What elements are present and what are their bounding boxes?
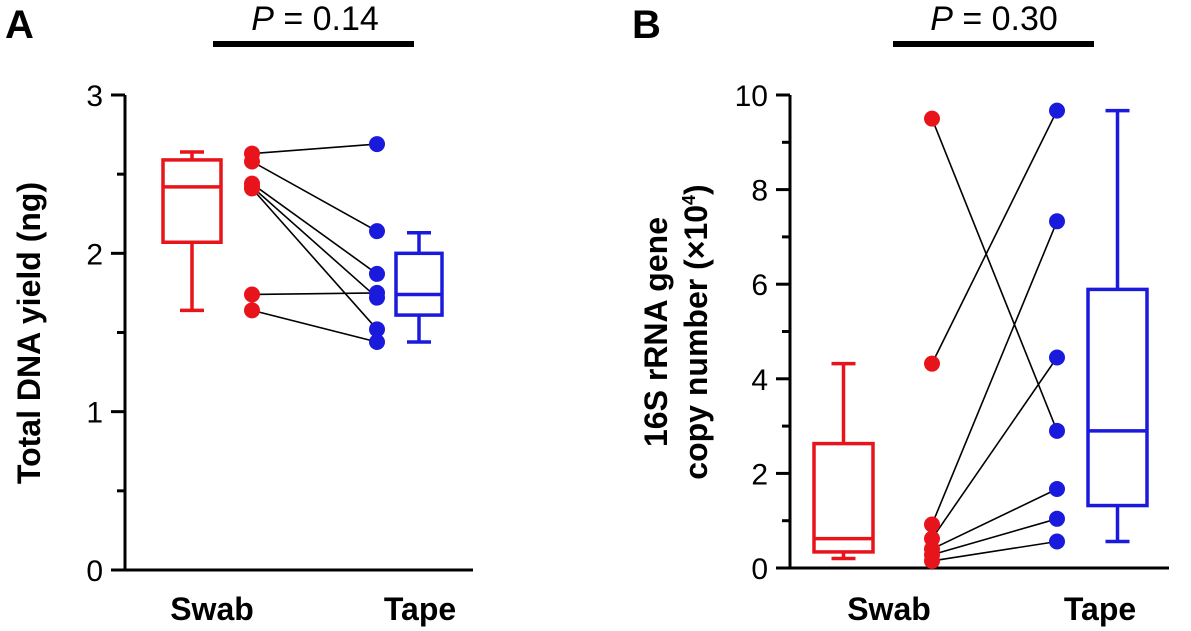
panel-b-y-tick-label: 6 bbox=[751, 269, 768, 302]
panel-a-swab-point-6 bbox=[244, 286, 260, 303]
panel-b-pair-line-2 bbox=[931, 110, 1058, 365]
panel-b-tape-point-6 bbox=[1049, 510, 1065, 527]
panel-b-y-tick-label: 8 bbox=[751, 175, 768, 208]
panel-b-y-tick-label: 10 bbox=[735, 80, 768, 113]
panel-a-pair-line-2 bbox=[251, 160, 378, 232]
panel-a-y-axis-label: Total DNA yield (ng) bbox=[11, 182, 47, 484]
panel-b-x-tick-label-tape: Tape bbox=[1064, 591, 1136, 627]
panel-a-tape-point-1 bbox=[369, 136, 385, 153]
panel-a-axes: 0 1 2 3 Swab Tape bbox=[86, 80, 473, 627]
panel-b-y-tick-label: 2 bbox=[751, 458, 768, 491]
panel-a-pair-line-6 bbox=[251, 292, 378, 296]
panel-b-tape-point-5 bbox=[1049, 481, 1065, 498]
panel-a-tape-point-6 bbox=[369, 284, 385, 301]
panel-a-marks bbox=[161, 136, 444, 350]
panel-a-x-tick-label-tape: Tape bbox=[384, 591, 456, 627]
panel-b-tape-point-3 bbox=[1049, 213, 1065, 230]
panel-b-tape-box bbox=[1086, 287, 1149, 508]
panel-b: B P = 0.30 16S rRNA gene copy number (×1… bbox=[632, 0, 1169, 627]
panel-a-y-tick-label: 3 bbox=[86, 80, 103, 113]
panel-a-pair-line-7 bbox=[251, 309, 378, 343]
panel-b-swab-box bbox=[812, 441, 875, 554]
panel-b-axes: 0 2 4 6 8 10 Swab Tape bbox=[735, 80, 1169, 627]
panel-a-tape-point-2 bbox=[369, 223, 385, 240]
panel-b-tape-point-7 bbox=[1049, 533, 1065, 550]
panel-a-pair-line-4 bbox=[251, 186, 378, 299]
panel-a-pair-line-1 bbox=[251, 143, 378, 155]
panel-a-y-tick-label: 1 bbox=[86, 397, 103, 430]
panel-b-tape-point-4 bbox=[1049, 349, 1065, 366]
panel-b-y-axis-label-line2: copy number (×104) bbox=[678, 184, 714, 479]
panel-a-tape-box bbox=[394, 251, 444, 317]
panel-a-x-tick-label-swab: Swab bbox=[170, 591, 254, 627]
panel-a-y-tick-label: 0 bbox=[86, 555, 103, 588]
panel-a-pvalue: P = 0.14 bbox=[251, 0, 379, 38]
panel-b-swab-point-3 bbox=[924, 516, 940, 533]
panel-b-marks bbox=[812, 102, 1149, 569]
panel-a-pair-line-5 bbox=[251, 187, 378, 330]
panel-a-letter: A bbox=[5, 3, 34, 47]
panel-b-pair-line-6 bbox=[931, 518, 1058, 556]
panel-b-tape-point-2 bbox=[1049, 102, 1065, 119]
panel-b-y-tick-label: 0 bbox=[751, 553, 768, 586]
panel-a-swab-point-7 bbox=[244, 302, 260, 319]
panel-b-swab-point-1 bbox=[924, 110, 940, 127]
panel-a-pair-line-3 bbox=[251, 183, 378, 275]
panel-b-pair-line-5 bbox=[931, 488, 1058, 550]
panel-a-y-tick-label: 2 bbox=[86, 238, 103, 271]
panel-a-tape-point-5 bbox=[369, 321, 385, 338]
panel-a-tape-point-7 bbox=[369, 334, 385, 350]
panel-b-y-axis-label-line1: 16S rRNA gene bbox=[638, 217, 674, 447]
panel-b-pair-line-3 bbox=[931, 220, 1058, 525]
panel-b-tape-point-1 bbox=[1049, 422, 1065, 439]
panel-a-swab-box bbox=[161, 158, 223, 245]
panel-a-swab-point-2 bbox=[244, 153, 260, 170]
panel-b-y-tick-label: 4 bbox=[751, 364, 768, 397]
panel-b-pair-line-4 bbox=[931, 357, 1058, 540]
panel-b-swab-point-7 bbox=[924, 552, 940, 569]
panel-b-x-tick-label-swab: Swab bbox=[847, 591, 931, 627]
panel-b-pvalue: P = 0.30 bbox=[930, 0, 1058, 38]
panel-b-swab-point-2 bbox=[924, 355, 940, 372]
panel-b-pair-line-1 bbox=[931, 118, 1058, 432]
panel-a-tape-point-3 bbox=[369, 265, 385, 282]
panel-b-pair-line-7 bbox=[931, 540, 1058, 562]
panel-a-swab-point-5 bbox=[244, 180, 260, 197]
panel-a: A P = 0.14 Total DNA yield (ng) 0 1 2 3 Swab… bbox=[5, 0, 473, 627]
panel-b-letter: B bbox=[632, 3, 661, 47]
